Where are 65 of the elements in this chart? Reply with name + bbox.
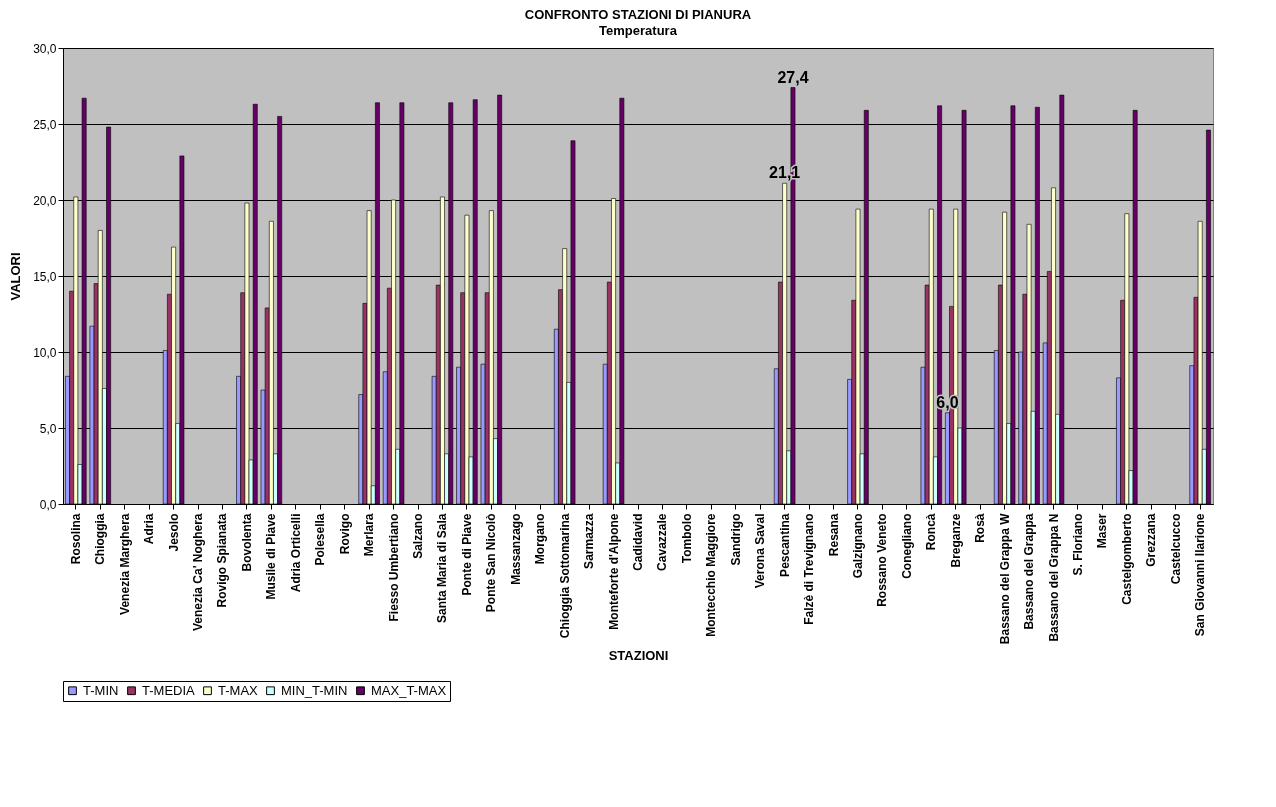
x-tick-label: Polesella — [313, 513, 328, 566]
x-tick-label: Resana — [826, 513, 841, 557]
x-tick-label: Adria Orticelli — [288, 513, 303, 593]
chart-subtitle: Temperatura — [599, 23, 678, 38]
legend-label: MAX_T-MAX — [371, 682, 447, 698]
x-tick-label: Rovigo — [337, 513, 352, 555]
x-axis-title: STAZIONI — [608, 648, 669, 664]
x-tick-label: Sarmazza — [582, 513, 597, 569]
x-tick-label: Cavazzale — [655, 513, 670, 571]
x-tick-label: Ponte di Piave — [459, 513, 474, 596]
legend-label: T-MAX — [218, 682, 259, 698]
x-tick-label: Chioggia — [93, 513, 108, 565]
x-tick-label: Morgano — [533, 513, 548, 565]
legend-label: T-MIN — [83, 682, 119, 698]
x-tick-label: Monteforte d'Alpone — [606, 513, 621, 630]
x-tick-label: Castelgomberto — [1119, 513, 1134, 605]
x-tick-label: Salzano — [411, 513, 426, 559]
y-tick-label: 30,0 — [33, 41, 57, 56]
x-tick-label: Sandrigo — [728, 513, 743, 566]
x-tick-label: Jesolo — [166, 513, 181, 552]
y-tick-label: 0,0 — [39, 497, 57, 512]
x-tick-label: Rosà — [973, 513, 988, 543]
x-tick-label: Bassano del Grappa — [1022, 513, 1037, 630]
x-tick-label: S. Floriano — [1070, 513, 1085, 576]
x-tick-label: Verona Saval — [753, 513, 768, 589]
data-label: 27,4 — [777, 68, 809, 86]
x-tick-label: Musile di Piave — [264, 513, 279, 600]
x-tick-label: Breganze — [948, 513, 963, 568]
y-tick-label: 10,0 — [33, 345, 57, 360]
y-tick-label: 15,0 — [33, 269, 57, 284]
x-tick-label: Venezia Ca' Noghera — [191, 513, 206, 632]
y-tick-label: 20,0 — [33, 193, 57, 208]
x-tick-label: Rossano Veneto — [875, 513, 890, 607]
x-tick-label: Grezzana — [1144, 513, 1159, 567]
x-tick-label: Massanzago — [508, 513, 523, 585]
x-tick-label: Venezia Marghera — [117, 513, 132, 615]
legend-label: T-MEDIA — [142, 682, 196, 698]
x-tick-label: Bassano del Grappa N — [1046, 513, 1061, 642]
x-tick-label: Adria — [142, 513, 157, 545]
x-tick-label: Ponte San Nicolò — [484, 513, 499, 613]
x-tick-label: San Giovanni Ilarione — [1193, 513, 1208, 637]
y-tick-label: 25,0 — [33, 117, 57, 132]
x-tick-label: Maser — [1095, 513, 1110, 549]
x-tick-label: Conegliano — [899, 513, 914, 579]
x-tick-label: Rovigo Spianata — [215, 513, 230, 608]
x-tick-label: Santa Maria di Sala — [435, 513, 450, 623]
data-label: 6,0 — [936, 393, 959, 411]
x-tick-label: Roncà — [924, 513, 939, 551]
x-tick-label: Pescantina — [777, 513, 792, 577]
x-tick-label: Falzè di Trevignano — [802, 513, 817, 625]
x-tick-label: Tombolo — [679, 513, 694, 564]
x-tick-label: Merlara — [362, 513, 377, 557]
legend-label: MIN_T-MIN — [281, 682, 348, 698]
chart-title: CONFRONTO STAZIONI DI PIANURA — [524, 7, 752, 22]
x-tick-label: Castelcucco — [1168, 513, 1183, 585]
x-tick-label: Bassano del Grappa W — [997, 512, 1012, 645]
x-tick-label: Montecchio Maggiore — [704, 513, 719, 637]
y-tick-label: 5,0 — [39, 421, 57, 436]
x-tick-label: Bovolenta — [239, 513, 254, 572]
x-tick-label: Galzignano — [850, 513, 865, 579]
x-tick-label: Chioggia Sottomarina — [557, 513, 572, 639]
x-tick-label: Rosolina — [68, 513, 83, 565]
x-tick-label: Cadidavid — [631, 513, 645, 571]
y-axis-title: VALORI — [8, 252, 24, 301]
x-tick-label: Fiesso Umbertiano — [386, 513, 401, 622]
